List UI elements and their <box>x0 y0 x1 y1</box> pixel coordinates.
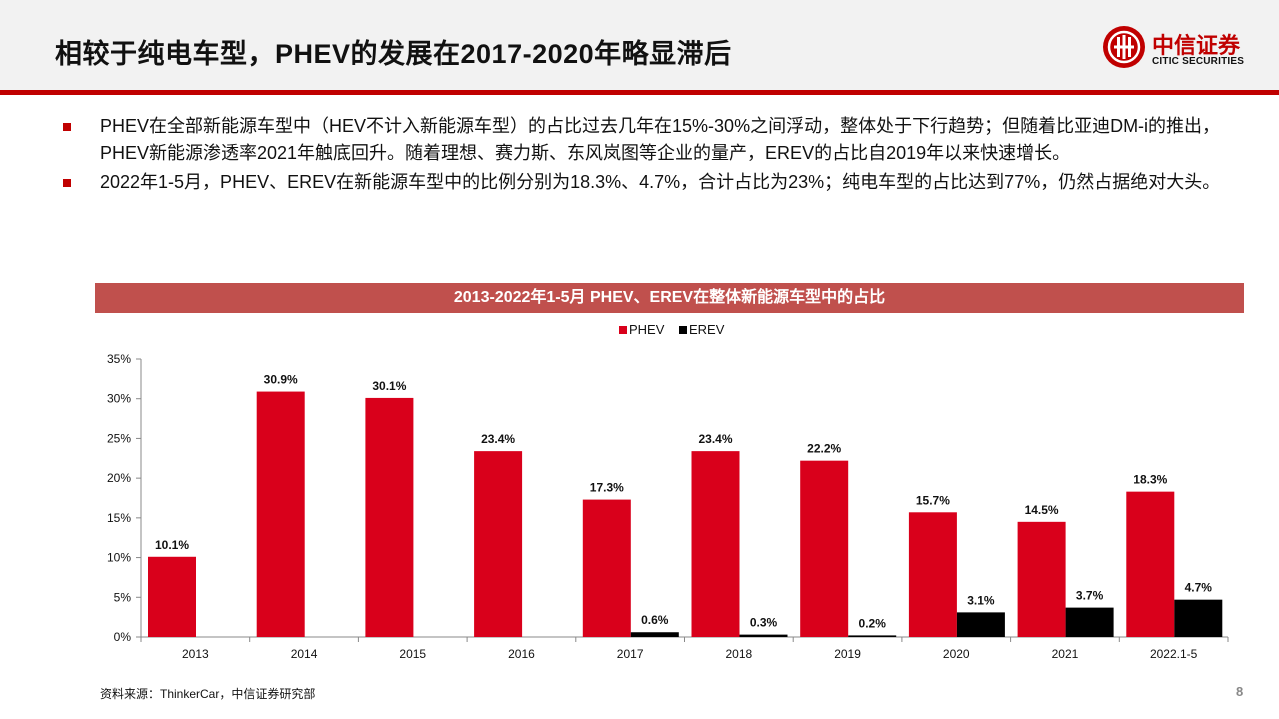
legend-label-phev: PHEV <box>629 322 665 337</box>
x-tick-label: 2014 <box>291 647 318 661</box>
y-tick-label: 35% <box>107 352 131 366</box>
y-tick-label: 25% <box>107 431 131 445</box>
x-tick-label: 2018 <box>725 647 752 661</box>
legend-swatch-phev <box>619 326 627 334</box>
y-tick-label: 30% <box>107 392 131 406</box>
x-tick-label: 2019 <box>834 647 861 661</box>
data-label-phev: 15.7% <box>916 493 950 507</box>
y-tick-label: 10% <box>107 551 131 565</box>
bar-erev <box>956 612 1005 637</box>
source-note: 资料来源：ThinkerCar，中信证券研究部 <box>100 687 316 701</box>
bullet-square-icon <box>63 123 71 131</box>
data-label-phev: 18.3% <box>1133 473 1167 487</box>
bar-erev <box>1174 599 1223 637</box>
logo-text-cn: 中信证券 <box>1152 34 1241 59</box>
bar-phev <box>582 499 631 637</box>
logo-text-en: CITIC SECURITIES <box>1152 56 1245 67</box>
x-tick-label: 2020 <box>943 647 970 661</box>
y-tick-label: 0% <box>114 630 132 644</box>
bar-chart: PHEV EREV 0% 5% 10% 15% 20% 25% 30% 35% 2013 2014 20… <box>107 322 1229 661</box>
bar-phev <box>474 451 523 637</box>
bullet-text: PHEV在全部新能源车型中（HEV不计入新能源车型）的占比过去几年在15%-30… <box>100 116 1221 163</box>
bar-phev <box>365 397 414 637</box>
data-label-erev: 3.7% <box>1076 589 1104 603</box>
bar-erev <box>1065 607 1114 637</box>
bar-phev <box>691 451 740 637</box>
bullet-item: 2022年1-5月，PHEV、EREV在新能源车型中的比例分别为18.3%、4.… <box>60 169 1260 196</box>
data-label-erev: 4.7% <box>1185 581 1213 595</box>
x-tick-label: 2017 <box>617 647 644 661</box>
bullet-square-icon <box>63 179 71 187</box>
x-tick-label: 2021 <box>1052 647 1079 661</box>
x-tick-label: 2013 <box>182 647 209 661</box>
legend-swatch-erev <box>679 326 687 334</box>
page-number: 8 <box>1236 684 1244 699</box>
data-label-erev: 3.1% <box>967 593 995 607</box>
legend-label-erev: EREV <box>689 322 725 337</box>
bar-phev <box>800 460 849 637</box>
citic-logo-icon <box>1103 26 1145 68</box>
bar-phev <box>1126 491 1175 637</box>
x-tick-label: 2016 <box>508 647 535 661</box>
y-tick-label: 5% <box>114 590 132 604</box>
data-label-phev: 23.4% <box>481 432 515 446</box>
bar-phev <box>908 512 957 637</box>
bar-phev <box>148 556 196 637</box>
data-label-phev: 10.1% <box>155 538 189 552</box>
x-tick-label: 2015 <box>399 647 426 661</box>
bullet-item: PHEV在全部新能源车型中（HEV不计入新能源车型）的占比过去几年在15%-30… <box>60 113 1260 167</box>
bullet-text: 2022年1-5月，PHEV、EREV在新能源车型中的比例分别为18.3%、4.… <box>100 172 1221 192</box>
data-label-phev: 17.3% <box>590 481 624 495</box>
bar-erev <box>848 635 897 637</box>
data-label-erev: 0.3% <box>750 616 778 630</box>
data-label-phev: 14.5% <box>1025 503 1059 517</box>
x-tick-label: 2022.1-5 <box>1150 647 1198 661</box>
data-label-phev: 23.4% <box>698 432 732 446</box>
data-label-phev: 22.2% <box>807 442 841 456</box>
data-label-phev: 30.9% <box>264 373 298 387</box>
bar-erev <box>739 634 788 637</box>
y-tick-label: 15% <box>107 511 131 525</box>
bar-erev <box>630 632 679 637</box>
slide-title: 相较于纯电车型，PHEV的发展在2017-2020年略显滞后 <box>55 39 732 69</box>
bar-phev <box>1017 521 1066 637</box>
data-label-erev: 0.6% <box>641 613 669 627</box>
data-label-erev: 0.2% <box>859 616 887 630</box>
chart-title: 2013-2022年1-5月 PHEV、EREV在整体新能源车型中的占比 <box>95 283 1244 313</box>
header-bar <box>0 0 1279 90</box>
bar-phev <box>256 391 305 637</box>
company-logo: 中信证券 CITIC SECURITIES <box>1103 24 1273 74</box>
header-divider <box>0 90 1279 95</box>
bullet-list: PHEV在全部新能源车型中（HEV不计入新能源车型）的占比过去几年在15%-30… <box>60 113 1260 198</box>
data-label-phev: 30.1% <box>372 379 406 393</box>
y-tick-label: 20% <box>107 471 131 485</box>
